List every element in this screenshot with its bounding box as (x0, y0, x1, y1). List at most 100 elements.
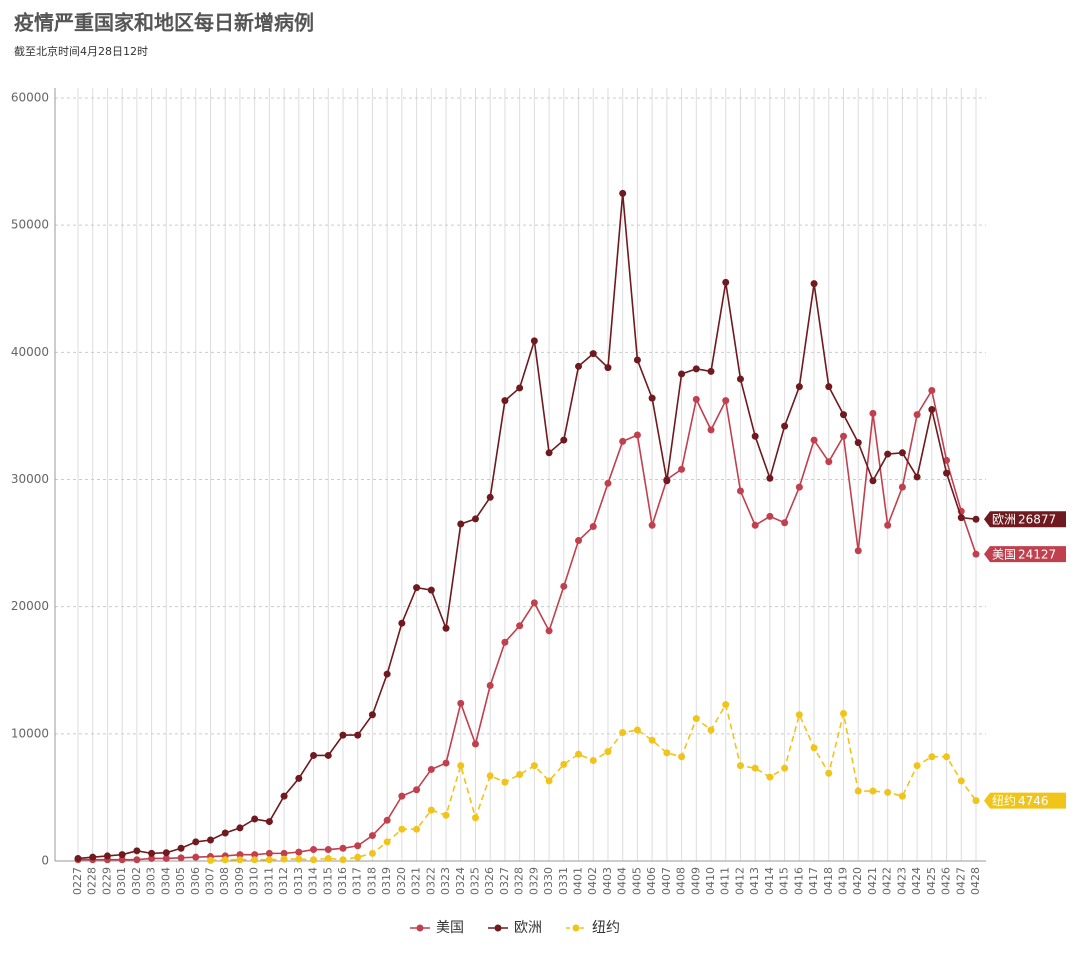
point (192, 853, 200, 861)
end-label-value: 26877 (1018, 513, 1056, 527)
x-tick-label: 0423 (895, 867, 908, 895)
point (810, 280, 818, 288)
x-tick-label: 0227 (71, 867, 84, 895)
end-label-value: 4746 (1018, 794, 1049, 808)
point (869, 477, 877, 485)
x-tick-label: 0418 (822, 867, 835, 895)
point (913, 411, 921, 419)
legend-label: 纽约 (592, 920, 620, 936)
point (781, 422, 789, 430)
x-tick-label: 0328 (513, 867, 526, 895)
point (413, 584, 421, 592)
point (736, 487, 744, 495)
x-tick-label: 0322 (424, 867, 437, 895)
point (575, 362, 583, 370)
point (265, 849, 273, 857)
point (898, 792, 906, 800)
point (221, 856, 229, 864)
point (339, 844, 347, 852)
point (795, 383, 803, 391)
x-tick-label: 0425 (925, 867, 938, 895)
x-tick-label: 0415 (778, 867, 791, 895)
point (898, 449, 906, 457)
x-tick-label: 0407 (660, 867, 673, 895)
end-label-name: 纽约 (992, 793, 1016, 808)
x-tick-label: 0308 (218, 867, 231, 895)
point (442, 759, 450, 767)
point (486, 772, 494, 780)
x-tick-label: 0304 (159, 867, 172, 895)
point (722, 701, 730, 709)
point (324, 854, 332, 862)
point (280, 849, 288, 857)
point (368, 832, 376, 840)
x-tick-label: 0411 (719, 867, 732, 895)
point (692, 395, 700, 403)
point (103, 852, 111, 860)
point (457, 699, 465, 707)
point (781, 764, 789, 772)
point (854, 547, 862, 555)
x-tick-label: 0305 (174, 867, 187, 895)
point (236, 856, 244, 864)
x-tick-label: 0424 (910, 867, 923, 895)
point (869, 787, 877, 795)
point (840, 709, 848, 717)
legend-label: 欧洲 (514, 920, 542, 936)
x-tick-label: 0420 (851, 867, 864, 895)
point (295, 855, 303, 863)
point (74, 854, 82, 862)
point (884, 788, 892, 796)
point (236, 824, 244, 832)
x-tick-label: 0320 (395, 867, 408, 895)
point (471, 814, 479, 822)
point (560, 436, 568, 444)
point (589, 523, 597, 531)
point (133, 847, 141, 855)
point (545, 777, 553, 785)
point (751, 764, 759, 772)
point (295, 848, 303, 856)
end-label-bg (984, 792, 1066, 809)
point (530, 599, 538, 607)
x-tick-label: 0306 (189, 867, 202, 895)
point (251, 856, 259, 864)
point (913, 473, 921, 481)
point (604, 479, 612, 487)
point (810, 744, 818, 752)
point (354, 853, 362, 861)
point (383, 816, 391, 824)
point (413, 825, 421, 833)
x-tick-label: 0307 (203, 867, 216, 895)
point (972, 550, 980, 558)
point (825, 769, 833, 777)
x-tick-label: 0310 (248, 867, 261, 895)
point (928, 753, 936, 761)
point (663, 749, 671, 757)
point (206, 836, 214, 844)
point (398, 792, 406, 800)
x-tick-label: 0403 (601, 867, 614, 895)
point (825, 458, 833, 466)
point (663, 477, 671, 485)
point (707, 367, 715, 375)
point (648, 736, 656, 744)
point (589, 350, 597, 358)
point (781, 519, 789, 527)
point (516, 622, 524, 630)
point (339, 856, 347, 864)
point (368, 849, 376, 857)
point (89, 853, 97, 861)
x-tick-label: 0311 (262, 867, 275, 895)
point (177, 844, 185, 852)
end-label-bg (984, 511, 1066, 528)
x-tick-label: 0401 (572, 867, 585, 895)
point (148, 849, 156, 857)
series-line (78, 388, 977, 861)
x-tick-label: 0314 (307, 867, 320, 895)
x-tick-label: 0324 (454, 867, 467, 895)
point (295, 774, 303, 782)
point (619, 437, 627, 445)
x-tick-label: 0419 (837, 867, 850, 895)
point (324, 846, 332, 854)
